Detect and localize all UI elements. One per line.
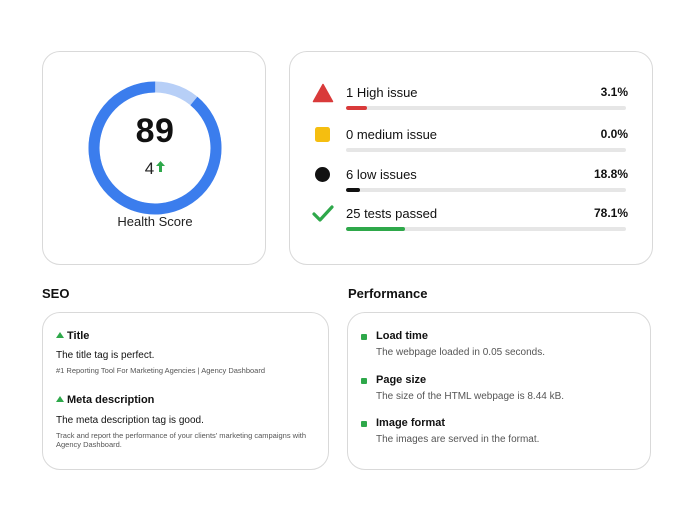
issue-progress-track bbox=[346, 188, 626, 192]
issue-row-low[interactable]: 6 low issues 18.8% bbox=[308, 165, 628, 201]
issue-progress-fill bbox=[346, 227, 406, 231]
issue-percent: 18.8% bbox=[593, 167, 628, 181]
green-checkmark-icon bbox=[312, 205, 334, 222]
health-score-label: Health Score bbox=[117, 214, 193, 229]
health-score-delta: 4 bbox=[144, 159, 155, 178]
issue-percent: 78.1% bbox=[593, 206, 628, 220]
yellow-square-icon bbox=[315, 127, 330, 142]
seo-item-detail: Track and report the performance of your… bbox=[56, 431, 307, 449]
issue-label: 1 High issue bbox=[346, 85, 418, 100]
seo-item-heading-text: Title bbox=[67, 330, 90, 342]
green-bullet-icon bbox=[361, 421, 367, 427]
issue-row-high[interactable]: 1 High issue 3.1% bbox=[308, 83, 628, 119]
green-triangle-icon bbox=[56, 332, 64, 338]
issue-row-passed[interactable]: 25 tests passed 78.1% bbox=[308, 204, 628, 240]
seo-item-detail: #1 Reporting Tool For Marketing Agencies… bbox=[56, 366, 266, 375]
health-score-card: 89 4 Health Score bbox=[42, 51, 266, 265]
issue-progress-fill bbox=[346, 106, 367, 110]
seo-item-status: The title tag is perfect. bbox=[56, 350, 155, 361]
health-score-gauge bbox=[88, 81, 222, 215]
issues-summary-card: 1 High issue 3.1% 0 medium issue 0.0% 6 … bbox=[289, 51, 653, 265]
issue-row-medium[interactable]: 0 medium issue 0.0% bbox=[308, 125, 628, 161]
issue-percent: 3.1% bbox=[600, 85, 628, 99]
performance-item-text: The webpage loaded in 0.05 seconds. bbox=[376, 347, 546, 358]
performance-card: Load time The webpage loaded in 0.05 sec… bbox=[347, 312, 651, 470]
issue-label: 25 tests passed bbox=[346, 206, 438, 221]
performance-item-heading: Page size bbox=[376, 374, 427, 386]
performance-item-heading: Load time bbox=[376, 330, 428, 342]
arrow-up-icon bbox=[156, 161, 166, 172]
green-bullet-icon bbox=[361, 334, 367, 340]
performance-item-text: The size of the HTML webpage is 8.44 kB. bbox=[376, 391, 565, 402]
seo-item-heading: Meta description bbox=[56, 394, 154, 406]
seo-card: Title The title tag is perfect. #1 Repor… bbox=[42, 312, 329, 470]
issue-label: 6 low issues bbox=[346, 167, 417, 182]
issue-progress-track bbox=[346, 148, 626, 152]
performance-item-heading: Image format bbox=[376, 417, 446, 429]
black-circle-icon bbox=[315, 167, 330, 182]
issue-percent: 0.0% bbox=[600, 127, 628, 141]
health-score-value: 89 bbox=[135, 112, 175, 150]
green-bullet-icon bbox=[361, 378, 367, 384]
issue-label: 0 medium issue bbox=[346, 127, 438, 142]
issue-progress-track bbox=[346, 227, 626, 231]
red-triangle-icon bbox=[312, 83, 334, 103]
seo-item-heading-text: Meta description bbox=[67, 394, 155, 406]
issue-progress-track bbox=[346, 106, 626, 110]
issue-progress-fill bbox=[346, 188, 361, 192]
performance-item-text: The images are served in the format. bbox=[376, 434, 540, 445]
health-score-change: 4 bbox=[87, 159, 223, 179]
performance-section-title: Performance bbox=[348, 286, 428, 301]
seo-item-heading: Title bbox=[56, 330, 89, 342]
green-triangle-icon bbox=[56, 396, 64, 402]
seo-section-title: SEO bbox=[42, 286, 70, 301]
seo-item-status: The meta description tag is good. bbox=[56, 415, 204, 426]
